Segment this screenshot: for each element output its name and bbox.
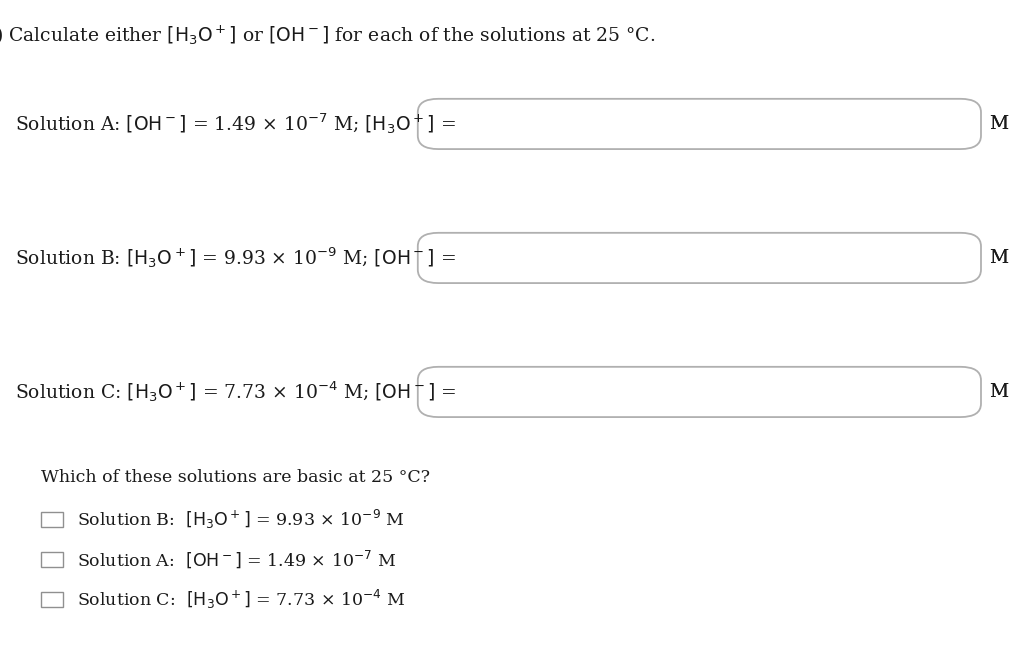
FancyBboxPatch shape xyxy=(418,233,981,283)
Text: M: M xyxy=(989,249,1009,267)
FancyBboxPatch shape xyxy=(41,592,63,607)
FancyBboxPatch shape xyxy=(41,512,63,527)
Text: M: M xyxy=(989,115,1009,133)
Text: Solution B: $[\mathrm{H_3O^+}]$ = 9.93 × 10$^{-9}$ M; $[\mathrm{OH^-}]$ =: Solution B: $[\mathrm{H_3O^+}]$ = 9.93 ×… xyxy=(15,245,457,271)
Text: M: M xyxy=(989,383,1009,401)
Text: Solution A: $[\mathrm{OH^-}]$ = 1.49 × 10$^{-7}$ M; $[\mathrm{H_3O^+}]$ =: Solution A: $[\mathrm{OH^-}]$ = 1.49 × 1… xyxy=(15,111,456,137)
FancyBboxPatch shape xyxy=(41,552,63,567)
Text: M: M xyxy=(989,115,1009,133)
Text: Solution B:  $[\mathrm{H_3O^+}]$ = 9.93 × 10$^{-9}$ M: Solution B: $[\mathrm{H_3O^+}]$ = 9.93 ×… xyxy=(77,508,404,531)
Text: Which of these solutions are basic at 25 °C?: Which of these solutions are basic at 25… xyxy=(41,469,430,486)
FancyBboxPatch shape xyxy=(418,99,981,149)
Text: M: M xyxy=(989,383,1009,401)
Text: Solution A:  $[\mathrm{OH^-}]$ = 1.49 × 10$^{-7}$ M: Solution A: $[\mathrm{OH^-}]$ = 1.49 × 1… xyxy=(77,549,396,570)
Text: M: M xyxy=(989,249,1009,267)
FancyBboxPatch shape xyxy=(418,367,981,417)
Text: Solution C:  $[\mathrm{H_3O^+}]$ = 7.73 × 10$^{-4}$ M: Solution C: $[\mathrm{H_3O^+}]$ = 7.73 ×… xyxy=(77,588,406,611)
Text: ) Calculate either $\left[\mathrm{H_3O^+}\right]$ or $\left[\mathrm{OH^-}\right]: ) Calculate either $\left[\mathrm{H_3O^+… xyxy=(0,23,655,47)
Text: Solution C: $[\mathrm{H_3O^+}]$ = 7.73 × 10$^{-4}$ M; $[\mathrm{OH^-}]$ =: Solution C: $[\mathrm{H_3O^+}]$ = 7.73 ×… xyxy=(15,379,457,405)
